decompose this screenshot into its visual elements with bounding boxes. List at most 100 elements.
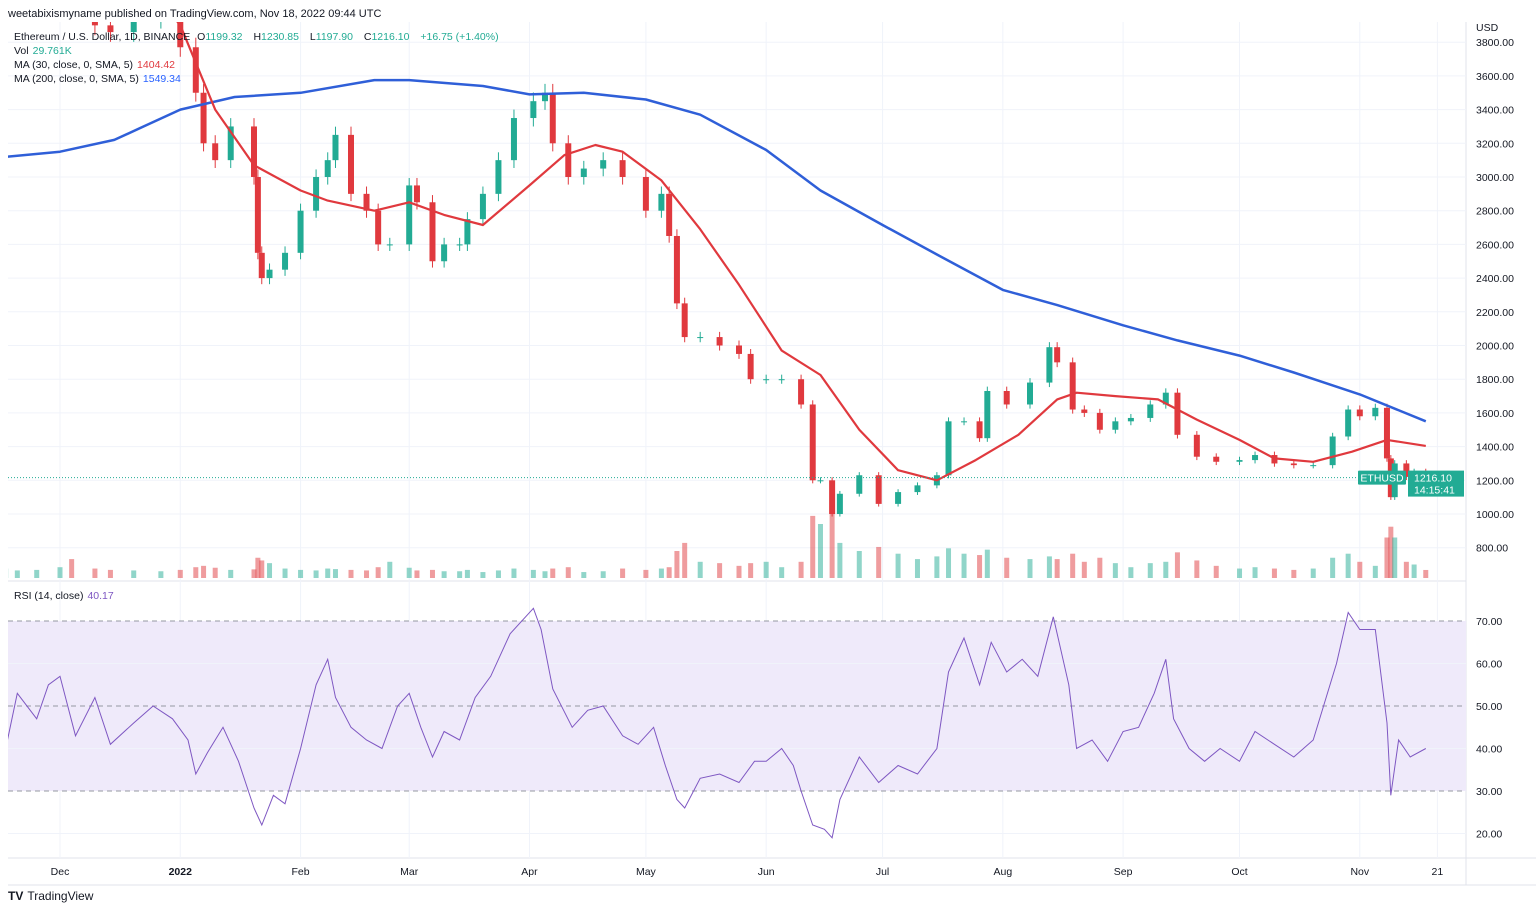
volume-bar <box>817 524 823 578</box>
volume-bar <box>946 548 952 578</box>
volume-bar <box>201 565 207 578</box>
price-tick-label: 2000.00 <box>1476 341 1514 353</box>
volume-bar <box>193 567 199 578</box>
low-label: L <box>309 31 316 43</box>
x-tick-label: Jul <box>876 866 889 878</box>
volume-bar <box>1372 565 1378 578</box>
candle-body <box>1027 382 1033 405</box>
candle-body <box>1329 436 1336 466</box>
high-group: H1230.85 <box>253 31 303 43</box>
price-tick-label: 2200.00 <box>1476 307 1514 319</box>
x-tick-label: Feb <box>292 866 310 878</box>
candle-body <box>479 193 486 220</box>
tradingview-logo-mark: TV <box>8 889 24 903</box>
open-label: O <box>197 31 206 43</box>
volume-bar <box>375 567 381 578</box>
price-tick-label: 1200.00 <box>1476 475 1514 487</box>
x-tick-label: Dec <box>51 866 70 878</box>
volume-bar <box>177 569 183 578</box>
volume-bar <box>259 560 265 578</box>
volume-bar <box>267 563 273 578</box>
candle-body <box>1290 463 1297 466</box>
volume-bar <box>1271 568 1277 578</box>
x-tick-label: Jun <box>758 866 775 878</box>
rsi-legend[interactable]: RSI (14, close) 40.17 <box>14 590 118 602</box>
volume-bar <box>581 572 587 578</box>
volume-bar <box>600 571 606 578</box>
open-value: 1199.32 <box>205 31 243 43</box>
volume-legend[interactable]: Vol 29.761K <box>14 45 76 57</box>
volume-bar <box>717 563 723 578</box>
volume-bar <box>1081 561 1087 578</box>
open-group: O1199.32 <box>197 31 246 43</box>
volume-bar <box>69 559 75 578</box>
volume-bar <box>1237 568 1243 578</box>
volume-bar <box>1147 563 1153 578</box>
close-value: 1216.10 <box>371 31 410 43</box>
ma30-value: 1404.42 <box>137 59 176 71</box>
price-tick-label: 2600.00 <box>1476 239 1514 251</box>
volume-bar <box>810 515 816 578</box>
candle-body <box>1147 404 1154 418</box>
candle-body <box>1003 390 1010 405</box>
candle-body <box>976 421 983 439</box>
candle-body <box>836 493 843 514</box>
price-tick-label: 3200.00 <box>1476 138 1514 150</box>
candle-body <box>91 22 98 26</box>
volume-bar <box>895 553 901 578</box>
candle-body <box>600 160 607 169</box>
ma200-legend[interactable]: MA (200, close, 0, SMA, 5) 1549.34 <box>14 73 185 85</box>
candle-body <box>258 252 265 279</box>
candle-body <box>1174 392 1181 435</box>
candle-body <box>778 379 785 381</box>
volume-bar <box>8 568 9 578</box>
price-tick-label: 3400.00 <box>1476 105 1514 117</box>
candle-body <box>406 185 413 245</box>
price-tick-label: 800.00 <box>1476 543 1508 555</box>
candle-body <box>456 244 463 246</box>
ma200-value: 1549.34 <box>142 73 181 85</box>
candle-body <box>747 353 754 380</box>
candle-body <box>510 118 517 161</box>
tradingview-logo[interactable]: TV TradingView <box>8 889 93 903</box>
volume-bar <box>550 568 556 578</box>
volume-bar <box>1194 560 1200 578</box>
price-pane <box>8 22 1466 578</box>
volume-bar <box>530 569 536 578</box>
x-tick-label: 21 <box>1432 866 1444 878</box>
volume-bar <box>914 559 920 578</box>
volume-bar <box>1310 568 1316 578</box>
candle-body <box>332 134 339 161</box>
volume-bar <box>736 565 742 578</box>
candle-body <box>1356 409 1363 417</box>
ma30-label: MA (30, close, 0, SMA, 5) <box>14 59 134 71</box>
volume-bar <box>984 549 990 578</box>
countdown-value: 14:15:41 <box>1414 485 1455 497</box>
high-value: 1230.85 <box>261 31 299 43</box>
candle-body <box>363 193 370 211</box>
x-tick-label: Apr <box>521 866 538 878</box>
currency-label: USD <box>1476 22 1499 34</box>
candle-body <box>580 168 587 177</box>
candle-body <box>1383 407 1390 459</box>
candle-body <box>297 210 304 253</box>
volume-bar <box>1128 567 1134 578</box>
candle-body <box>736 345 742 354</box>
candle-body <box>1054 347 1061 363</box>
volume-bar <box>674 551 680 578</box>
volume-bar <box>565 567 571 578</box>
candle-body <box>716 337 723 346</box>
candle-body <box>251 126 257 177</box>
volume-bar <box>1054 559 1060 578</box>
x-tick-label: Aug <box>993 866 1012 878</box>
symbol-title[interactable]: Ethereum / U.S. Dollar, 1D, BINANCE <box>14 31 191 43</box>
ma30-legend[interactable]: MA (30, close, 0, SMA, 5) 1404.42 <box>14 59 179 71</box>
x-tick-label: Sep <box>1114 866 1133 878</box>
candle-body <box>530 101 537 119</box>
candle-body <box>464 219 471 245</box>
candle-body <box>1403 463 1410 477</box>
volume-bar <box>480 572 486 578</box>
volume-bar <box>1392 537 1398 578</box>
